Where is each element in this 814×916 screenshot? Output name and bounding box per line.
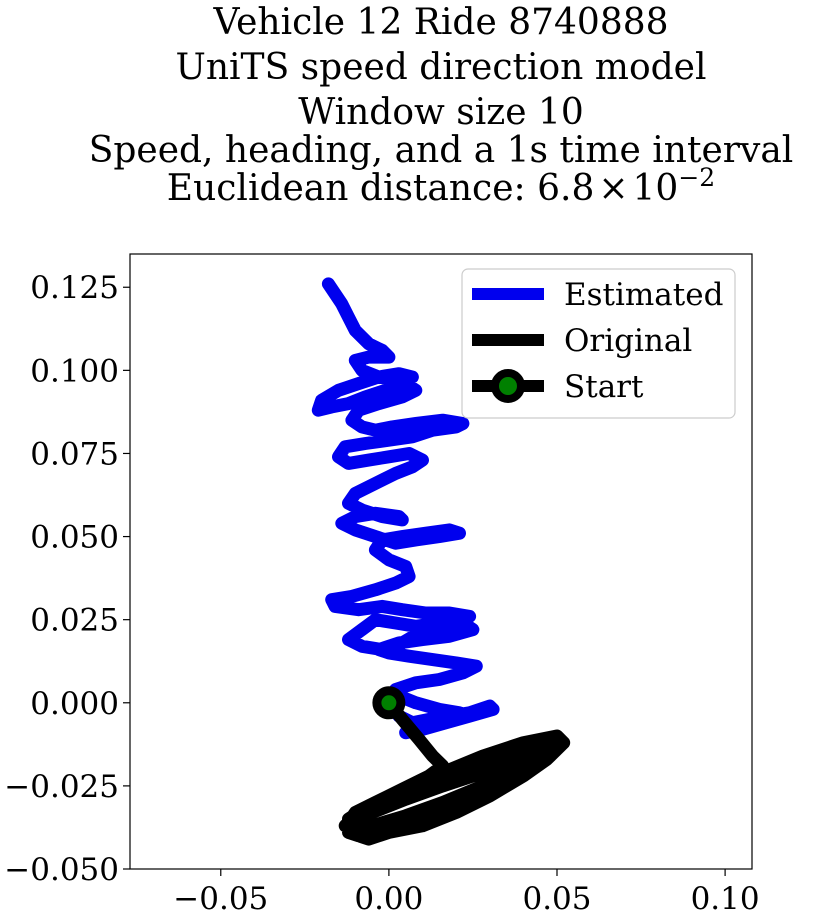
y-tick-label: 0.050	[30, 520, 119, 556]
x-tick-label: −0.05	[173, 881, 268, 916]
title-line-5: Euclidean distance: 6.8 × 10−2	[167, 163, 715, 209]
y-axis: −0.050 −0.025 0.000 0.025 0.050 0.075 0.100 0.1…	[4, 270, 130, 888]
series-layer	[311, 277, 571, 846]
x-axis: −0.05 0.00 0.05 0.10	[173, 869, 760, 916]
title-distance-prefix: Euclidean distance:	[167, 168, 537, 209]
title-distance-mantissa: 6.8	[537, 168, 594, 209]
y-tick-label: 0.075	[30, 436, 119, 472]
x-tick-label: 0.05	[522, 881, 591, 916]
title-line-3: Window size 10	[298, 92, 584, 133]
x-tick-label: 0.10	[691, 881, 760, 916]
title-distance-times: ×	[598, 168, 628, 209]
y-tick-label: −0.050	[4, 852, 119, 888]
legend: Estimated Original Start	[461, 268, 736, 419]
start-layer	[372, 686, 406, 720]
x-tick-label: 0.00	[354, 881, 423, 916]
plot-frame	[129, 253, 753, 870]
legend-estimated-label: Estimated	[564, 277, 723, 313]
start-marker	[372, 686, 406, 720]
y-tick-label: −0.025	[4, 769, 119, 805]
y-tick-label: 0.100	[30, 353, 119, 389]
chart-title: Vehicle 12 Ride 8740888 UniTS speed dire…	[89, 2, 794, 209]
title-line-4: Speed, heading, and a 1s time interval	[89, 130, 794, 171]
title-line-2: UniTS speed direction model	[176, 47, 707, 88]
y-tick-label: 0.125	[30, 270, 119, 306]
legend-original-label: Original	[564, 323, 692, 359]
title-distance-exponent: −2	[678, 163, 715, 192]
legend-start-label: Start	[564, 369, 644, 405]
title-line-1: Vehicle 12 Ride 8740888	[212, 2, 668, 43]
y-tick-label: 0.000	[30, 686, 119, 722]
y-tick-label: 0.025	[30, 603, 119, 639]
series-estimated-line	[311, 277, 500, 740]
series-original-line	[338, 696, 571, 846]
title-distance-base: 10	[633, 168, 679, 209]
legend-start-marker	[491, 369, 525, 403]
